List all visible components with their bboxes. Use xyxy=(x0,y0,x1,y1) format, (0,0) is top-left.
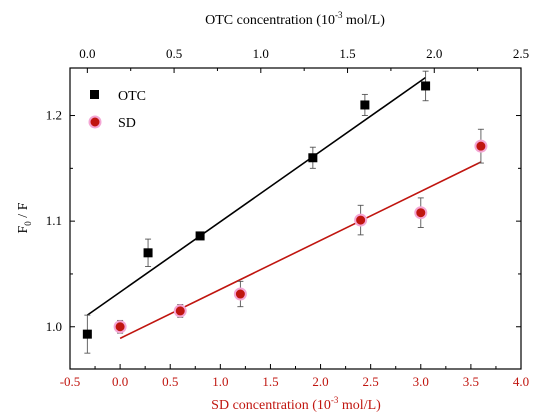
legend-marker-sd xyxy=(88,115,102,129)
y-tick-label: 1.1 xyxy=(46,213,62,228)
bottom-tick-label: 2.5 xyxy=(363,374,379,389)
bottom-axis-title-tail: mol/L) xyxy=(338,398,381,413)
data-point-otc xyxy=(421,81,431,91)
data-point-sd xyxy=(173,304,187,318)
data-point-sd xyxy=(414,206,428,220)
data-point-otc xyxy=(308,153,318,163)
series-layer xyxy=(82,70,488,354)
top-tick-label: 2.0 xyxy=(426,46,442,61)
data-point-otc xyxy=(360,100,370,110)
top-axis-ticks: 0.0 0.5 1.0 1.5 2.0 2.5 xyxy=(79,46,529,73)
bottom-axis-title-main: SD concentration (10 xyxy=(211,398,331,413)
data-point-otc xyxy=(82,329,92,339)
top-tick-label: 0.0 xyxy=(79,46,95,61)
top-tick-label: 1.5 xyxy=(339,46,355,61)
series-sd xyxy=(113,128,488,340)
top-tick-label: 1.0 xyxy=(253,46,269,61)
bottom-axis-title: SD concentration (10-3 mol/L) xyxy=(211,395,381,413)
bottom-tick-label: 3.5 xyxy=(463,374,479,389)
legend-label-sd: SD xyxy=(118,116,136,131)
top-axis-title-tail: mol/L) xyxy=(342,13,385,28)
data-point-otc xyxy=(143,248,153,258)
y-axis-ticks: 1.0 1.1 1.2 xyxy=(46,108,521,334)
data-point-sd xyxy=(354,213,368,227)
top-tick-label: 0.5 xyxy=(166,46,182,61)
legend-marker-otc xyxy=(90,90,99,99)
fit-line-otc xyxy=(86,76,427,316)
bottom-tick-label: 2.0 xyxy=(312,374,328,389)
y-axis-title: F0 / F xyxy=(16,202,33,233)
y-axis-title-tail: / F xyxy=(16,202,31,221)
data-point-sd xyxy=(474,139,488,153)
y-tick-label: 1.0 xyxy=(46,319,62,334)
bottom-tick-label: 1.5 xyxy=(262,374,278,389)
plot-frame xyxy=(69,67,522,370)
data-point-otc xyxy=(195,231,205,241)
legend-label-otc: OTC xyxy=(118,89,146,104)
legend: OTC SD xyxy=(88,89,146,131)
bottom-tick-label: 1.0 xyxy=(212,374,228,389)
bottom-axis-ticks: -0.5 0.0 0.5 1.0 1.5 2.0 2.5 3.0 3.5 4.0 xyxy=(60,364,529,389)
series-otc xyxy=(82,70,431,354)
bottom-tick-label: 0.0 xyxy=(112,374,128,389)
top-tick-label: 2.5 xyxy=(513,46,529,61)
top-axis-title: OTC concentration (10-3 mol/L) xyxy=(205,10,385,28)
bottom-axis-title-sup: -3 xyxy=(331,395,339,405)
top-axis-title-sup: -3 xyxy=(335,10,343,20)
data-point-sd xyxy=(113,320,127,334)
y-axis-title-main: F xyxy=(16,225,31,233)
data-point-sd xyxy=(233,287,247,301)
bottom-tick-label: 0.5 xyxy=(162,374,178,389)
top-axis-title-main: OTC concentration (10 xyxy=(205,13,335,28)
bottom-tick-label: 4.0 xyxy=(513,374,529,389)
y-axis-title-sub: 0 xyxy=(23,221,33,226)
y-tick-label: 1.2 xyxy=(46,108,62,123)
bottom-tick-label: 3.0 xyxy=(413,374,429,389)
bottom-tick-label: -0.5 xyxy=(60,374,81,389)
